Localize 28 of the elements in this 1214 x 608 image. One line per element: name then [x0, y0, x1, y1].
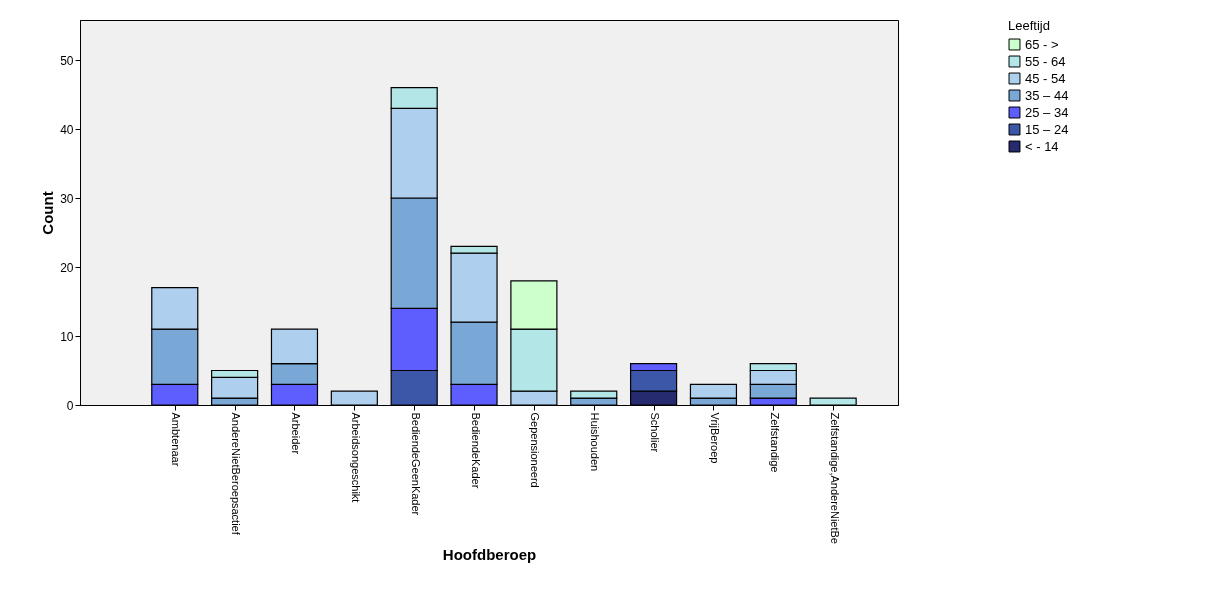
x-tick-label: Zelfstandige,AndereNietBe [828, 412, 841, 544]
legend-title: Leeftijd [1008, 18, 1050, 33]
legend-label: < - 14 [1025, 138, 1059, 154]
x-tick-label: BediendeGeenKader [409, 412, 422, 516]
x-axis-title: Hoofdberoep [442, 545, 537, 563]
x-tick-label: Arbeidsongeschikt [349, 412, 362, 503]
x-tick-label: BediendeKader [469, 412, 482, 489]
x-tick-label: Gepensioneerd [529, 412, 542, 488]
x-tick-label: Arbeider [289, 412, 302, 455]
legend-label: 35 – 44 [1025, 87, 1069, 103]
x-tick-label: Ambtenaar [170, 412, 183, 467]
legend-label: 15 – 24 [1025, 121, 1069, 137]
legend-label: 55 - 64 [1025, 53, 1066, 69]
x-tick-label: VrijBeroep [708, 412, 721, 464]
x-tick-label: Scholier [649, 412, 662, 453]
y-tick-label: 10 [60, 329, 74, 344]
x-tick-label: Huishouden [589, 412, 602, 472]
y-tick-label: 20 [60, 260, 74, 275]
legend-label: 65 - > [1025, 36, 1059, 52]
x-tick-label: AndereNietBeroepsactief [230, 412, 243, 536]
legend-label: 45 - 54 [1025, 70, 1066, 86]
y-tick-label: 30 [60, 191, 74, 206]
y-axis-title: Count [39, 191, 57, 235]
x-tick-label: Zelfstandige [768, 412, 781, 473]
legend-label: 25 – 34 [1025, 104, 1069, 120]
y-tick-label: 40 [60, 122, 74, 137]
y-tick-label: 0 [66, 398, 74, 413]
y-tick-label: 50 [60, 53, 74, 68]
